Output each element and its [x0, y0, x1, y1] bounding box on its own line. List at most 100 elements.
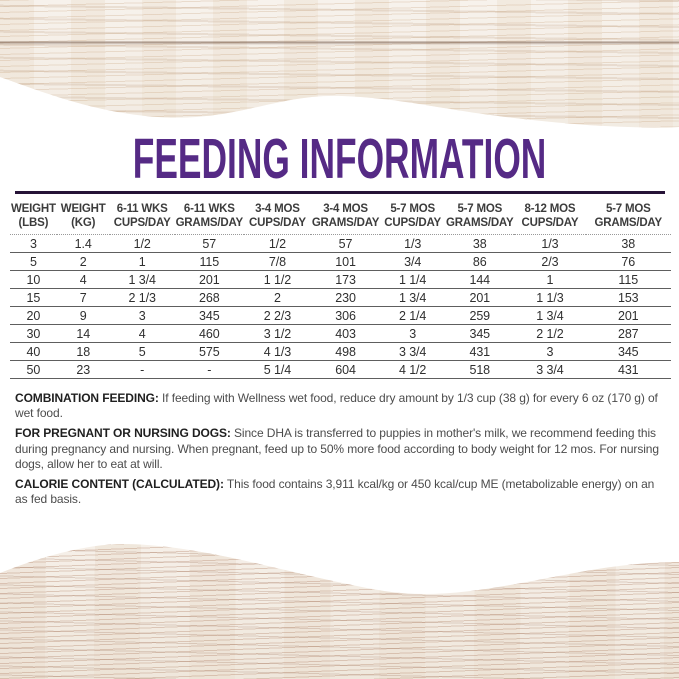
table-cell: 9: [56, 306, 110, 326]
table-cell: 498: [310, 342, 381, 362]
table-cell: 201: [585, 306, 671, 326]
table-cell: 4 1/2: [380, 360, 446, 380]
table-cell: 1 1/3: [514, 288, 586, 308]
note-pregnant-nursing: FOR PREGNANT OR NURSING DOGS: Since DHA …: [15, 426, 668, 472]
table-cell: 460: [174, 324, 244, 344]
table-row: 3 1.4 1/2 57 1/2 57 1/3 38 1/3 38: [10, 234, 671, 254]
table-cell: 4 1/3: [243, 342, 311, 362]
table-cell: 10: [10, 270, 57, 290]
table-cell: 201: [445, 288, 515, 308]
table-cell: 18: [56, 342, 110, 362]
column-header: 5-7 MOS GRAMS/DAY: [585, 203, 671, 236]
table-cell: 3 3/4: [514, 360, 586, 380]
table-cell: 3: [514, 342, 586, 362]
table-cell: 4: [109, 324, 175, 344]
column-header: 6-11 WKS CUPS/DAY: [109, 203, 175, 236]
table-cell: 38: [585, 234, 671, 254]
table-cell: 345: [585, 342, 671, 362]
note-calorie-content-label: CALORIE CONTENT (CALCULATED):: [15, 477, 224, 492]
table-cell: 1 3/4: [380, 288, 446, 308]
table-cell: 3 1/2: [243, 324, 311, 344]
wood-texture-top: [0, 0, 679, 136]
table-cell: 1 1/2: [243, 270, 311, 290]
table-cell: 1/3: [514, 234, 586, 254]
table-cell: 153: [585, 288, 671, 308]
table-cell: -: [174, 360, 244, 380]
note-combination-feeding-label: COMBINATION FEEDING:: [15, 391, 159, 405]
table-cell: 23: [56, 360, 110, 380]
table-cell: 2 1/4: [380, 306, 446, 326]
table-cell: 1: [109, 252, 175, 272]
table-cell: 575: [174, 342, 244, 362]
table-cell: 30: [10, 324, 57, 344]
table-cell: 15: [10, 288, 57, 308]
table-cell: 40: [10, 342, 57, 362]
table-cell: 1 3/4: [109, 270, 175, 290]
table-row: 50 23- -5 1/4 604 4 1/2 518 3 3/4 431: [10, 360, 671, 380]
note-calorie-content: CALORIE CONTENT (CALCULATED): This food …: [15, 477, 668, 507]
table-cell: 3 3/4: [380, 342, 446, 362]
notes-section: COMBINATION FEEDING: If feeding with Wel…: [15, 391, 668, 512]
table-cell: 403: [310, 324, 381, 344]
table-cell: 345: [174, 306, 244, 326]
table-cell: 86: [445, 252, 515, 272]
table-cell: 431: [585, 360, 671, 380]
column-header: 5-7 MOS GRAMS/DAY: [445, 203, 515, 236]
table-cell: 287: [585, 324, 671, 344]
table-cell: 5 1/4: [243, 360, 311, 380]
table-cell: 101: [310, 252, 381, 272]
table-cell: 20: [10, 306, 57, 326]
note-pregnant-nursing-text: Since DHA is transferred to puppies in m…: [15, 426, 659, 471]
column-header: 6-11 WKS GRAMS/DAY: [174, 203, 244, 236]
table-cell: 2: [56, 252, 110, 272]
column-header: WEIGHT (KG): [56, 203, 110, 236]
table-cell: 2 2/3: [243, 306, 311, 326]
table-cell: 144: [445, 270, 515, 290]
table-cell: 173: [310, 270, 381, 290]
table-cell: 57: [310, 234, 381, 254]
table-cell: 50: [10, 360, 57, 380]
table-cell: 38: [445, 234, 515, 254]
table-cell: 1 1/4: [380, 270, 446, 290]
table-cell: 259: [445, 306, 515, 326]
table-cell: 3: [380, 324, 446, 344]
page-title: FEEDING INFORMATION: [132, 127, 547, 191]
table-cell: 7: [56, 288, 110, 308]
table-row: 15 7 2 1/3 268 2 230 1 3/4 201 1 1/3 153: [10, 288, 671, 308]
column-header: 3-4 MOS GRAMS/DAY: [310, 203, 381, 236]
table-cell: 7/8: [243, 252, 311, 272]
table-cell: -: [109, 360, 175, 380]
table-cell: 2: [243, 288, 311, 308]
table-cell: 518: [445, 360, 515, 380]
table-cell: 115: [585, 270, 671, 290]
table-cell: 306: [310, 306, 381, 326]
table-cell: 115: [174, 252, 244, 272]
feeding-table: WEIGHT (LBS) WEIGHT (KG) 6-11 WKS CUPS/DAY 6-1…: [10, 203, 671, 380]
table-cell: 431: [445, 342, 515, 362]
table-cell: 1: [514, 270, 586, 290]
table-row: 20 9 3 345 2 2/3 306 2 1/4 259 1 3/4 201: [10, 306, 671, 326]
table-cell: 1/2: [243, 234, 311, 254]
column-header: 3-4 MOS CUPS/DAY: [243, 203, 311, 236]
title-wrap: FEEDING INFORMATION: [0, 131, 679, 188]
table-cell: 3: [109, 306, 175, 326]
table-row: 40 18 5 575 4 1/3 498 3 3/4 431 3 345: [10, 342, 671, 362]
column-header: 8-12 MOS CUPS/DAY: [514, 203, 586, 236]
table-cell: 1.4: [56, 234, 110, 254]
table-body: 3 1.4 1/2 57 1/2 57 1/3 38 1/3 38 5 2 1 115 7/8 101 3/4 8…: [10, 234, 671, 380]
note-combination-feeding-text: If feeding with Wellness wet food, reduc…: [15, 391, 658, 421]
table-cell: 1 3/4: [514, 306, 586, 326]
table-cell: 2 1/3: [109, 288, 175, 308]
table-cell: 4: [56, 270, 110, 290]
table-cell: 2 1/2: [514, 324, 586, 344]
wood-texture-bottom: [0, 538, 679, 679]
table-row: 5 2 1 115 7/8 101 3/4 86 2/3 76: [10, 252, 671, 272]
table-header-row: WEIGHT (LBS) WEIGHT (KG) 6-11 WKS CUPS/DAY 6-1…: [10, 203, 671, 236]
table-cell: 3/4: [380, 252, 446, 272]
table-cell: 5: [10, 252, 57, 272]
column-header: WEIGHT (LBS): [10, 203, 57, 236]
table-cell: 57: [174, 234, 244, 254]
note-calorie-content-text: This food contains 3,911 kcal/kg or 450 …: [15, 477, 655, 507]
table-cell: 268: [174, 288, 244, 308]
table-row: 10 4 1 3/4 201 1 1/2 173 1 1/4 144 1 115: [10, 270, 671, 290]
